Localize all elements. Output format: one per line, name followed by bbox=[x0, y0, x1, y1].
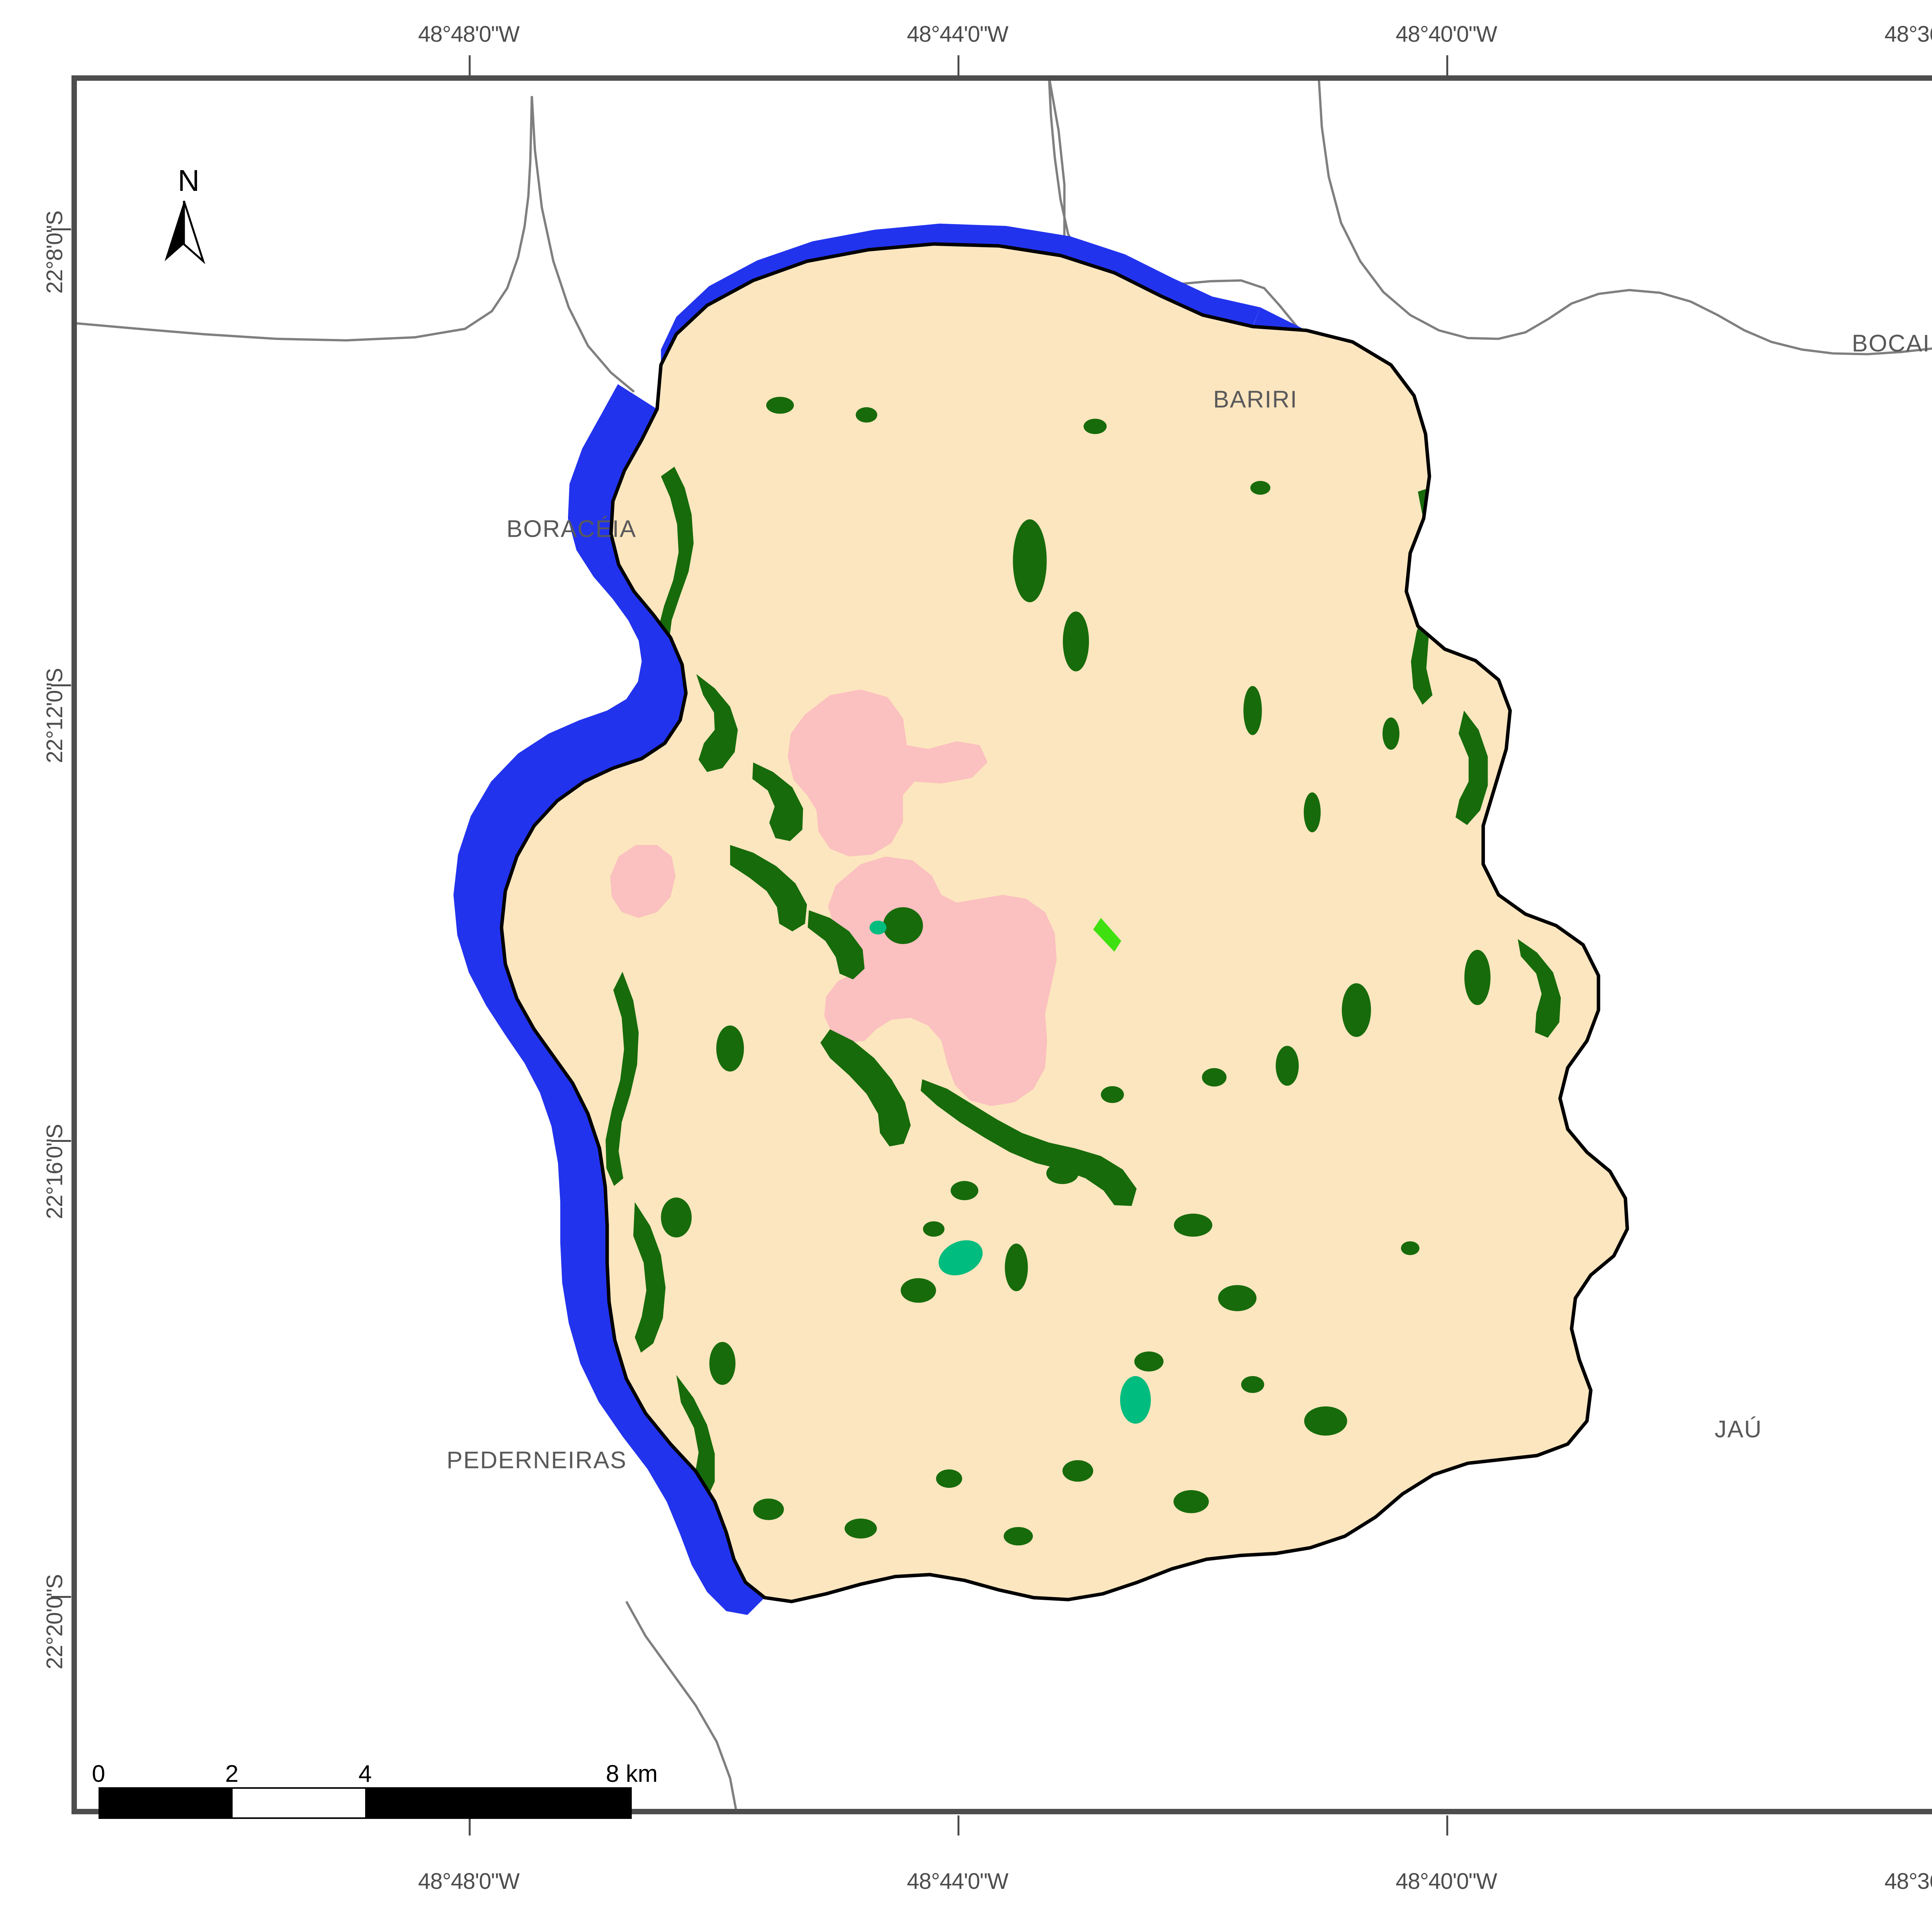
municipality-label: BOCAINA bbox=[1852, 330, 1932, 357]
lat-tick bbox=[51, 1140, 71, 1142]
scale-bar-graphic bbox=[99, 1787, 632, 1819]
lon-label-top: 48°48'0"W bbox=[418, 22, 520, 47]
lon-tick bbox=[469, 55, 471, 75]
lon-label-bottom: 48°40'0"W bbox=[1396, 1869, 1497, 1894]
lon-tick bbox=[1446, 1815, 1448, 1836]
municipal-boundary bbox=[500, 242, 1629, 1603]
lon-label-top: 48°36'0"W bbox=[1884, 22, 1932, 47]
scale-seg-dark-1 bbox=[100, 1789, 233, 1817]
lon-tick bbox=[1446, 55, 1448, 75]
north-arrow-label: N bbox=[178, 163, 200, 197]
north-arrow: N bbox=[160, 163, 233, 272]
lat-label: 22°12'0"S bbox=[42, 668, 67, 763]
lat-label: 22°8'0"S bbox=[42, 211, 67, 294]
scale-tick-8: 8 km bbox=[605, 1761, 658, 1787]
municipality-label: JAÚ bbox=[1714, 1416, 1762, 1443]
scale-seg-dark-2 bbox=[365, 1789, 630, 1817]
lon-label-top: 48°44'0"W bbox=[907, 22, 1009, 47]
lon-tick bbox=[469, 1815, 471, 1836]
non-forest-area bbox=[869, 920, 1151, 1424]
lat-tick bbox=[51, 228, 71, 230]
built-area bbox=[610, 689, 1057, 1106]
lon-tick bbox=[957, 1815, 959, 1836]
map-svg bbox=[77, 81, 1932, 1809]
scale-tick-0: 0 bbox=[92, 1761, 105, 1787]
map-frame: N BORACÉIA BARIRI BOCAINA PEDERNEIRAS JA… bbox=[71, 75, 1932, 1814]
lat-tick bbox=[51, 1596, 71, 1598]
lon-tick bbox=[957, 55, 959, 75]
scale-bar-labels: 0 2 4 8 km bbox=[92, 1760, 658, 1787]
silviculture-area bbox=[1093, 918, 1121, 952]
lon-label-bottom: 48°44'0"W bbox=[907, 1869, 1009, 1894]
lat-label: 22°20'0"S bbox=[42, 1574, 67, 1669]
map-canvas[interactable]: N BORACÉIA BARIRI BOCAINA PEDERNEIRAS JA… bbox=[77, 81, 1932, 1809]
municipality-label: BARIRI bbox=[1213, 386, 1298, 413]
municipality-label: BORACÉIA bbox=[506, 515, 637, 543]
lon-label-bottom: 48°36'0"W bbox=[1884, 1869, 1932, 1894]
lon-label-top: 48°40'0"W bbox=[1396, 22, 1497, 47]
scale-tick-2: 2 bbox=[225, 1761, 239, 1787]
lat-label: 22°16'0"S bbox=[42, 1124, 67, 1219]
municipality-label: PEDERNEIRAS bbox=[446, 1447, 627, 1474]
lat-tick bbox=[51, 684, 71, 686]
scale-tick-4: 4 bbox=[358, 1761, 372, 1787]
lon-label-bottom: 48°48'0"W bbox=[418, 1869, 520, 1894]
scale-bar: 0 2 4 8 km bbox=[92, 1760, 658, 1819]
north-arrow-glyph bbox=[165, 201, 206, 264]
